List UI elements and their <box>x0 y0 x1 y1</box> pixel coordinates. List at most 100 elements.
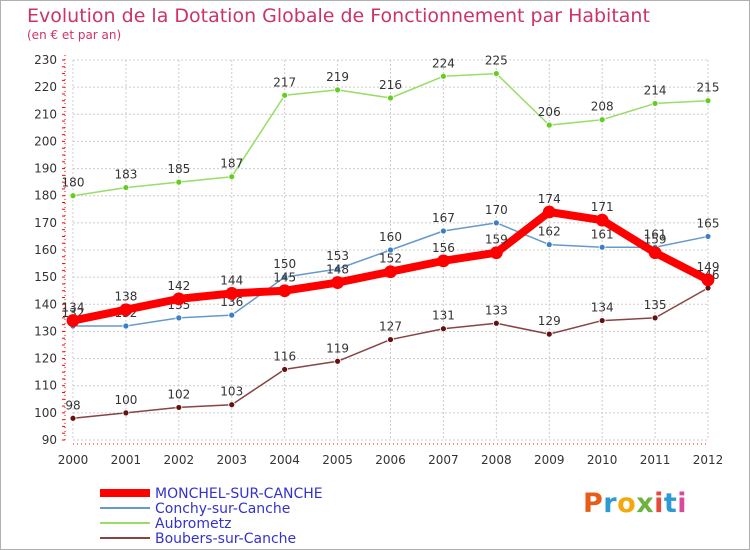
data-point <box>704 97 712 105</box>
data-point <box>492 70 500 77</box>
data-label: 185 <box>167 162 190 176</box>
y-tick-label: 140 <box>34 297 57 311</box>
data-point <box>172 292 186 306</box>
y-tick-label: 130 <box>34 324 57 338</box>
data-label: 102 <box>167 387 190 401</box>
data-label: 129 <box>538 314 561 328</box>
y-tick-label: 180 <box>34 189 57 203</box>
data-label: 167 <box>432 211 455 225</box>
data-point <box>492 319 500 327</box>
logo-letter: o <box>617 488 637 519</box>
x-tick-label: 2003 <box>216 453 247 467</box>
legend-entry: Conchy-sur-Canche <box>100 501 290 517</box>
data-point <box>122 184 130 191</box>
data-label: 116 <box>273 349 296 363</box>
data-label: 136 <box>220 295 243 309</box>
data-label: 219 <box>326 70 349 84</box>
data-point <box>387 94 394 102</box>
data-point <box>334 265 341 273</box>
data-point <box>228 401 236 409</box>
data-point <box>122 409 130 417</box>
data-point <box>281 273 289 281</box>
data-label: 161 <box>591 227 614 241</box>
data-label: 208 <box>591 100 614 114</box>
chart-title: Evolution de la Dotation Globale de Fonc… <box>27 5 650 27</box>
data-point <box>66 314 80 327</box>
x-tick-label: 2002 <box>164 453 195 467</box>
data-label: 159 <box>644 233 667 247</box>
data-label: 98 <box>65 398 80 412</box>
data-label: 148 <box>326 263 349 277</box>
y-tick-label: 210 <box>34 107 57 121</box>
y-tick-label: 230 <box>34 53 57 67</box>
data-label: 174 <box>538 192 561 206</box>
data-label: 214 <box>644 83 667 97</box>
x-tick-label: 2008 <box>481 453 512 467</box>
data-label: 170 <box>485 203 508 217</box>
x-tick-label: 2012 <box>693 453 724 467</box>
x-tick-label: 2007 <box>428 453 459 467</box>
data-point <box>278 284 292 298</box>
chart-subtitle: (en € et par an) <box>27 28 121 42</box>
data-label: 145 <box>273 271 296 285</box>
logo-letter: i <box>677 488 688 519</box>
logo-letter: r <box>603 488 618 519</box>
y-tick-label: 170 <box>34 216 57 230</box>
data-label: 150 <box>273 257 296 271</box>
data-label: 149 <box>697 260 720 274</box>
data-label: 159 <box>485 233 508 247</box>
logo-letter: t <box>663 488 678 519</box>
data-label: 100 <box>114 393 137 407</box>
data-label: 206 <box>538 105 561 119</box>
data-label: 135 <box>644 298 667 312</box>
data-label: 216 <box>379 78 402 92</box>
legend-entry: MONCHEL-SUR-CANCHE <box>100 486 323 502</box>
data-point <box>648 246 662 260</box>
data-point <box>387 336 394 343</box>
data-point <box>545 121 553 129</box>
x-tick-label: 2000 <box>58 453 89 467</box>
y-tick-label: 220 <box>34 80 57 94</box>
data-point <box>598 243 606 251</box>
y-tick-label: 110 <box>34 379 57 393</box>
data-label: 224 <box>432 56 455 70</box>
data-label: 171 <box>591 200 614 214</box>
data-point <box>228 173 236 181</box>
data-label: 217 <box>273 75 296 89</box>
legend-label: Aubrometz <box>155 516 231 532</box>
data-point <box>440 325 447 333</box>
y-tick-label: 160 <box>34 243 57 257</box>
data-point <box>595 213 609 227</box>
x-tick-label: 2001 <box>111 453 142 467</box>
data-point <box>281 366 289 373</box>
data-point <box>492 219 500 227</box>
y-tick-label: 120 <box>34 352 57 366</box>
data-point <box>69 192 77 200</box>
data-point <box>119 303 133 317</box>
data-point <box>281 91 289 99</box>
data-point <box>701 273 715 287</box>
data-label: 165 <box>697 216 720 230</box>
y-tick-label: 190 <box>34 162 57 176</box>
data-label: 134 <box>591 301 614 315</box>
legend-label: Boubers-sur-Canche <box>155 531 296 547</box>
logo-letter: i <box>654 488 664 519</box>
data-label: 134 <box>62 301 85 315</box>
data-label: 162 <box>538 225 561 239</box>
logo-letter: x <box>636 488 655 519</box>
data-point <box>651 314 659 322</box>
y-tick-label: 100 <box>34 406 57 420</box>
data-point <box>228 311 236 319</box>
legend-label: MONCHEL-SUR-CANCHE <box>155 486 323 502</box>
data-label: 127 <box>379 320 402 334</box>
data-label: 160 <box>379 230 402 244</box>
data-label: 180 <box>62 176 85 190</box>
proxiti-logo: Proxiti <box>583 488 687 519</box>
data-point <box>225 287 239 300</box>
data-label: 153 <box>326 249 349 263</box>
y-tick-label: 90 <box>42 433 57 447</box>
data-label: 131 <box>432 309 455 323</box>
data-label: 183 <box>114 168 137 182</box>
y-tick-label: 200 <box>34 134 57 148</box>
